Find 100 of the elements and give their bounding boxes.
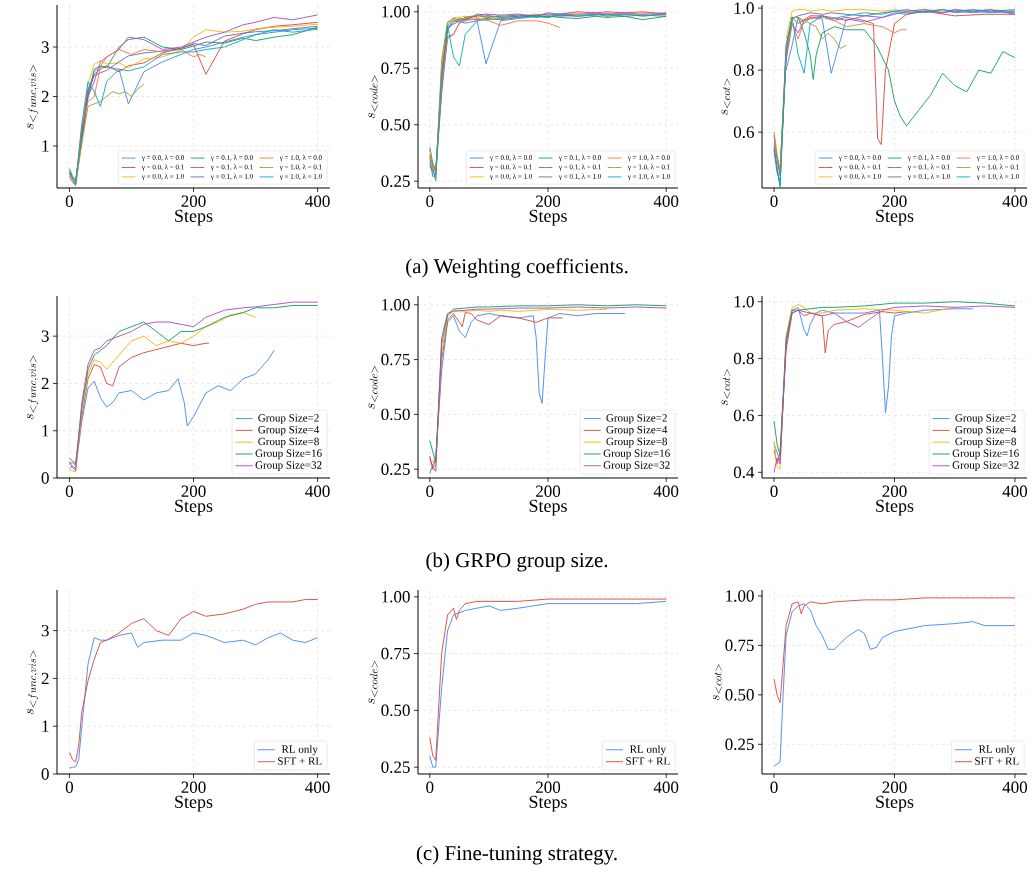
y-tick-label: 0.25	[381, 463, 410, 475]
y-tick-label: 1.0	[734, 2, 754, 14]
y-tick-label: 1.0	[734, 295, 754, 308]
x-tick-label: 400	[1002, 485, 1028, 497]
y-tick-label: 1	[42, 720, 49, 732]
y-axis-title: $s_{<func, vis>}$	[26, 65, 39, 129]
y-tick-label: 0.75	[381, 647, 410, 660]
legend-label: SFT + RL	[278, 757, 322, 765]
x-tick-label: 200	[882, 781, 907, 793]
y-tick-label: 0.50	[725, 689, 754, 701]
legend-label: Group Size=16	[255, 449, 322, 460]
x-tick-label: 400	[305, 195, 330, 207]
y-axis-title: $s_{<func, vis>}$	[26, 650, 39, 715]
y-tick-label: 2	[41, 672, 49, 685]
legend-label: Group Size=8	[606, 437, 668, 448]
x-axis-title: Steps	[876, 209, 914, 226]
y-axis-title: $s_{<code>}$	[368, 75, 378, 119]
legend-label: Group Size=2	[955, 414, 1016, 424]
y-tick-label: 0.6	[733, 409, 754, 422]
x-tick-label: 400	[653, 485, 679, 497]
x-tick-label: 200	[181, 781, 206, 793]
legend-label: RL only	[281, 745, 318, 756]
y-axis-title: $s_{<func, vis>}$	[26, 355, 39, 420]
text: (c) Fine-tuning strategy.	[416, 845, 617, 865]
x-tick-label: 200	[181, 195, 206, 207]
x-axis-title: Steps	[876, 795, 914, 812]
y-axis-title: $s_{<code>}$	[368, 365, 378, 409]
x-tick-label: 0	[65, 195, 74, 207]
y-tick-label: 3	[41, 41, 49, 53]
x-axis-title: Steps	[529, 499, 567, 516]
x-axis-title: Steps	[175, 499, 213, 516]
x-tick-label: 0	[426, 781, 434, 793]
legend-label: Group Size=2	[258, 414, 319, 424]
legend-label: Group Size=32	[603, 461, 670, 471]
y-tick-label: 1.00	[382, 6, 410, 18]
y-tick-label: 0	[41, 768, 49, 780]
x-tick-label: 200	[536, 195, 561, 207]
y-tick-label: 0.50	[381, 408, 410, 421]
x-tick-label: 0	[426, 195, 434, 207]
y-tick-label: 1.00	[382, 591, 410, 603]
y-axis-title: $s_{<cot>}$	[721, 369, 731, 406]
y-tick-label: 2	[41, 377, 49, 390]
y-axis-title: $s_{<cot>}$	[712, 664, 722, 701]
legend-label: Group Size=16	[603, 449, 670, 460]
y-tick-label: 0.50	[381, 118, 410, 131]
text: (a) Weighting coefficients.	[406, 258, 628, 278]
y-tick-label: 0.75	[381, 62, 410, 75]
y-axis-title: $s_{<code>}$	[368, 660, 378, 704]
y-tick-label: 1	[42, 140, 49, 152]
y-tick-label: 0.25	[381, 175, 410, 187]
legend-label: Group Size=8	[955, 437, 1016, 448]
x-tick-label: 0	[770, 781, 778, 793]
x-tick-label: 0	[65, 781, 74, 793]
y-tick-label: 0.8	[733, 64, 754, 76]
y-tick-label: 0.8	[733, 352, 754, 365]
x-tick-label: 400	[1002, 781, 1028, 793]
x-tick-label: 0	[770, 195, 778, 207]
y-tick-label: 3	[41, 624, 49, 637]
y-tick-label: 0.6	[733, 126, 754, 138]
y-axis-title: $s_{<cot>}$	[721, 78, 731, 115]
legend-label: Group Size=8	[258, 437, 319, 448]
legend-label: Group Size=16	[952, 449, 1019, 460]
y-tick-label: 0.25	[381, 761, 410, 773]
x-axis-title: Steps	[876, 499, 914, 516]
legend-label: SFT + RL	[626, 757, 670, 765]
text: (b) GRPO group size.	[426, 552, 608, 572]
x-tick-label: 400	[305, 485, 330, 497]
x-tick-label: 0	[426, 485, 434, 497]
y-tick-label: 3	[41, 330, 49, 342]
y-tick-label: 0.4	[733, 466, 755, 479]
legend-label: Group Size=4	[955, 425, 1017, 436]
y-tick-label: 2	[41, 90, 49, 103]
x-tick-label: 200	[536, 485, 561, 497]
legend-label: Group Size=2	[606, 414, 667, 424]
x-tick-label: 400	[653, 781, 679, 793]
x-tick-label: 200	[882, 195, 907, 207]
legend-label: Group Size=32	[255, 461, 322, 471]
x-tick-label: 0	[770, 485, 778, 497]
x-tick-label: 400	[305, 781, 330, 793]
y-tick-label: 1	[42, 425, 49, 437]
x-tick-label: 400	[1002, 195, 1028, 207]
y-tick-label: 0.50	[381, 704, 410, 717]
legend-label: RL only	[629, 745, 666, 756]
y-tick-label: 0	[41, 472, 49, 484]
x-tick-label: 200	[181, 485, 206, 497]
x-axis-title: Steps	[529, 209, 567, 226]
y-tick-label: 1.00	[726, 590, 754, 602]
legend-label: Group Size=4	[258, 425, 320, 436]
x-tick-label: 400	[653, 195, 679, 207]
legend-label: Group Size=4	[606, 425, 668, 436]
x-axis-title: Steps	[529, 795, 567, 812]
legend-label: SFT + RL	[975, 757, 1019, 765]
x-axis-title: Steps	[175, 795, 213, 812]
legend-label: Group Size=32	[952, 461, 1019, 471]
x-tick-label: 200	[536, 781, 561, 793]
y-tick-label: 0.25	[725, 738, 754, 751]
x-tick-label: 200	[882, 485, 907, 497]
legend-label: RL only	[978, 745, 1015, 756]
y-tick-label: 0.75	[381, 353, 410, 366]
y-tick-label: 0.75	[725, 639, 754, 652]
